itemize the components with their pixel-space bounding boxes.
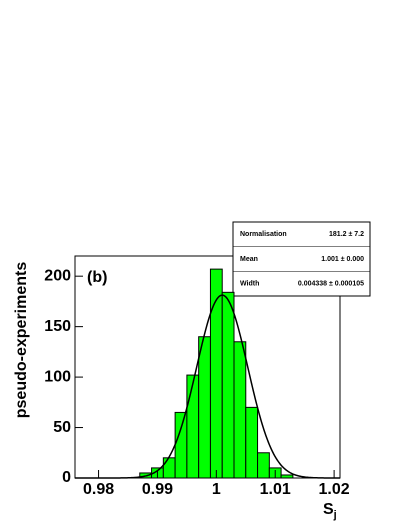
bar bbox=[198, 336, 211, 479]
x-axis-label-main: S bbox=[323, 501, 334, 518]
bar bbox=[186, 374, 200, 479]
y-axis-label: pseudo-experiments bbox=[13, 262, 30, 419]
stats-value: 0.004338 ± 0.000105 bbox=[298, 281, 364, 288]
panel-label: (b) bbox=[87, 269, 107, 286]
bar bbox=[221, 291, 235, 479]
x-tick-label: 0.98 bbox=[83, 481, 114, 498]
fit-curve bbox=[75, 294, 341, 479]
y-tick-label: 200 bbox=[44, 267, 71, 284]
bar bbox=[257, 452, 270, 479]
x-axis-label: Sj bbox=[323, 501, 337, 521]
stats-value: 181.2 ± 7.2 bbox=[329, 231, 364, 238]
stats-frame bbox=[232, 221, 371, 297]
stats-box: Normalisation 181.2 ± 7.2 Mean 1.001 ± 0.00… bbox=[232, 221, 371, 297]
bar bbox=[245, 406, 259, 479]
y-tick-label: 50 bbox=[53, 419, 71, 436]
x-axis-label-subscript: j bbox=[333, 509, 337, 521]
x-tick-label: 1.02 bbox=[319, 481, 350, 498]
y-tick-label: 150 bbox=[44, 318, 71, 335]
x-tick-label: 0.99 bbox=[142, 481, 173, 498]
bar bbox=[233, 341, 247, 479]
bar bbox=[174, 411, 188, 479]
stats-value: 1.001 ± 0.000 bbox=[321, 256, 364, 263]
stats-name: Mean bbox=[240, 256, 258, 263]
x-tick-label: 1 bbox=[212, 481, 221, 498]
y-tick-label: 0 bbox=[62, 469, 71, 486]
stats-name: Width bbox=[240, 281, 259, 288]
stats-name: Normalisation bbox=[240, 231, 287, 238]
x-tick-label: 1.01 bbox=[260, 481, 291, 498]
bar bbox=[280, 474, 294, 479]
bar bbox=[162, 457, 176, 479]
y-tick-label: 100 bbox=[44, 368, 71, 385]
